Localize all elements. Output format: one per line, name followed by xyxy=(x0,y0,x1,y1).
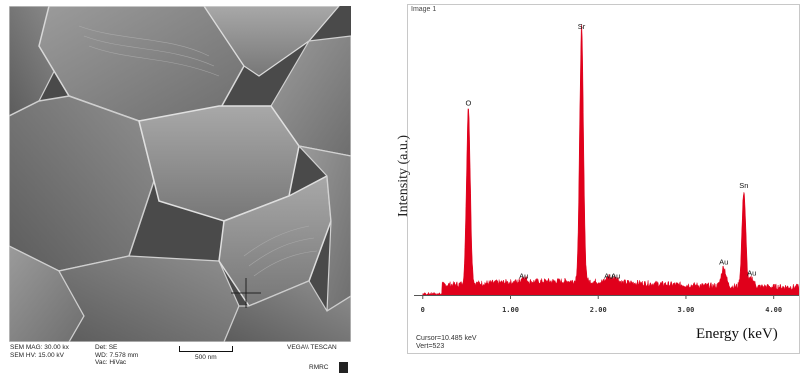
sem-info-bar: SEM MAG: 30.00 kx SEM HV: 15.00 kV Det: … xyxy=(9,344,351,374)
cursor-value: Cursor=10.485 keV xyxy=(416,335,477,342)
scale-bar-label: 500 nm xyxy=(195,354,217,361)
sem-det: Det: SE xyxy=(95,344,118,351)
peak-label-au: Au xyxy=(747,269,756,278)
sem-grains-drawing xyxy=(9,6,351,342)
sem-panel: SEM MAG: 30.00 kx SEM HV: 15.00 kV Det: … xyxy=(9,6,351,374)
cursor-readout: Cursor=10.485 keV Vert=523 xyxy=(416,335,477,351)
eds-panel: Image 1 0 1.00 2.00 3.00 4.00 O Sr Au Au Au Au Sn Au… xyxy=(396,4,800,372)
peak-label-sn: Sn xyxy=(739,181,748,190)
spectrum-area xyxy=(422,24,799,296)
vert-value: Vert=523 xyxy=(416,343,445,350)
peak-label-o: O xyxy=(465,99,471,108)
peak-label-au: Au xyxy=(519,271,528,280)
x-tick-label: 0 xyxy=(421,306,425,314)
x-tick-label: 1.00 xyxy=(502,306,519,314)
x-axis-label: Energy (keV) xyxy=(696,326,778,342)
sem-micrograph xyxy=(9,6,351,342)
sem-brand: VEGA\\ TESCAN xyxy=(287,344,337,351)
x-tick-label: 3.00 xyxy=(678,306,695,314)
sem-vac: Vac: HiVac xyxy=(95,359,127,366)
scale-bar xyxy=(179,346,233,352)
sem-mag: SEM MAG: 30.00 kx xyxy=(10,344,69,351)
x-tick-label: 4.00 xyxy=(765,306,782,314)
peak-label-au: Au xyxy=(719,258,728,267)
sem-hv: SEM HV: 15.00 kV xyxy=(10,351,64,359)
rmrc-logo-icon xyxy=(339,362,348,373)
sem-wd: WD: 7.578 mm xyxy=(95,351,139,359)
eds-spectrum-frame: Image 1 0 1.00 2.00 3.00 4.00 O Sr Au Au Au Au Sn Au… xyxy=(407,4,800,354)
x-tick-label: 2.00 xyxy=(590,306,607,314)
peak-label-au: Au xyxy=(604,271,613,280)
y-axis-label: Intensity (a.u.) xyxy=(396,134,411,217)
peak-label-sr: Sr xyxy=(578,22,586,31)
frame-title: Image 1 xyxy=(411,6,437,13)
sem-lab: RMRC xyxy=(309,364,329,371)
peak-label-au: Au xyxy=(611,271,620,280)
